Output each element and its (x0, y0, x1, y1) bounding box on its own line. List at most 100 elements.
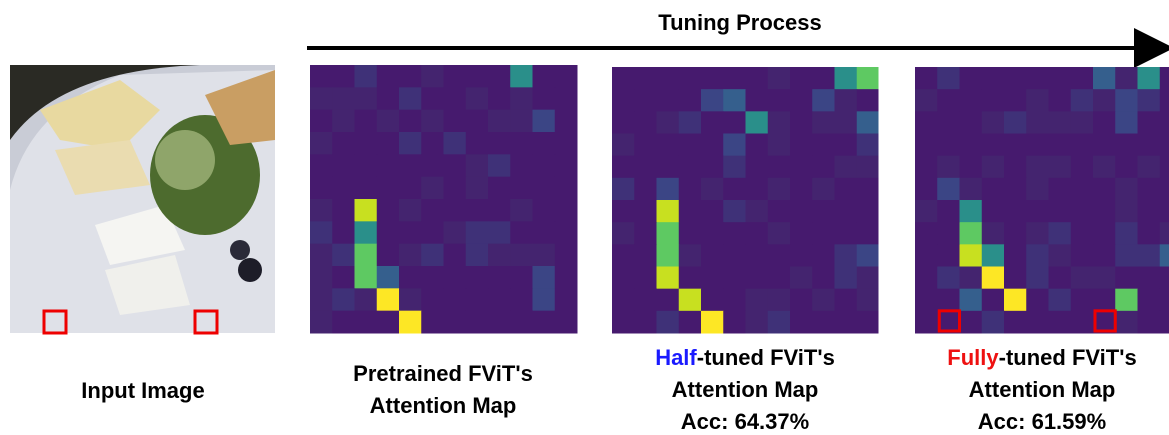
heat-cell (488, 177, 511, 200)
heat-cell (835, 67, 858, 90)
heat-cell (960, 111, 983, 134)
heat-cell (488, 110, 511, 133)
heat-cell (1049, 222, 1072, 245)
heat-cell (444, 132, 467, 155)
heat-cell (937, 67, 960, 90)
heat-cell (723, 222, 746, 245)
heat-cell (555, 154, 578, 177)
heat-cell (768, 156, 791, 179)
caption-text: -tuned FViT's (697, 345, 835, 370)
heat-cell (857, 178, 879, 201)
heat-cell (488, 266, 511, 289)
heat-cell (1004, 156, 1027, 179)
heat-cell (679, 200, 702, 223)
heat-cell (790, 156, 813, 179)
heat-cell (1071, 156, 1094, 179)
heat-cell (1004, 178, 1027, 201)
heat-cell (768, 111, 791, 134)
heat-cell (812, 178, 835, 201)
heat-cell (812, 156, 835, 179)
heat-cell (399, 199, 422, 222)
heat-cell (1160, 244, 1169, 267)
heat-cell (1160, 178, 1169, 201)
heat-cell (444, 177, 467, 200)
heat-cell (510, 65, 533, 88)
heat-cell (332, 288, 355, 311)
heat-cell (1093, 244, 1116, 267)
heat-cell (1071, 178, 1094, 201)
heat-cell (634, 89, 657, 112)
heat-cell (701, 222, 724, 245)
heat-cell (701, 67, 724, 90)
heat-cell (510, 311, 533, 334)
heat-cell (835, 111, 858, 134)
heat-cell (510, 87, 533, 110)
heat-cell (444, 288, 467, 311)
heat-cell (1115, 200, 1138, 223)
heat-cell (421, 110, 444, 133)
heat-cell (634, 311, 657, 334)
heat-cell (466, 87, 489, 110)
heat-cell (1115, 89, 1138, 112)
heat-cell (555, 65, 578, 88)
heat-cell (960, 222, 983, 245)
heat-cell (1004, 134, 1027, 157)
heat-cell (612, 222, 635, 245)
heat-cell (701, 111, 724, 134)
heat-cell (679, 178, 702, 201)
heat-cell (937, 111, 960, 134)
heat-cell (1004, 67, 1027, 90)
heat-cell (915, 67, 938, 90)
heat-cell (355, 221, 378, 244)
heat-cell (612, 156, 635, 179)
heat-cell (790, 244, 813, 267)
heat-cell (857, 289, 879, 312)
heat-cell (612, 178, 635, 201)
heat-cell (679, 111, 702, 134)
heat-cell (960, 267, 983, 290)
heat-cell (768, 89, 791, 112)
heat-cell (399, 154, 422, 177)
heat-cell (634, 289, 657, 312)
heat-cell (444, 110, 467, 133)
heat-cell (1115, 134, 1138, 157)
heat-cell (857, 67, 879, 90)
figure: Tuning Process Input Image Pretrained FV… (0, 0, 1169, 435)
heat-cell (612, 267, 635, 290)
heat-cell (746, 134, 769, 157)
heat-cell (555, 266, 578, 289)
heat-cell (466, 311, 489, 334)
heat-cell (355, 244, 378, 267)
heat-cell (1138, 289, 1161, 312)
heat-cell (657, 311, 680, 334)
heat-cell (857, 222, 879, 245)
heat-cell (1071, 289, 1094, 312)
heat-cell (1093, 156, 1116, 179)
heat-cell (1004, 200, 1027, 223)
heat-cell (982, 200, 1005, 223)
heat-cell (1004, 244, 1027, 267)
heat-cell (982, 89, 1005, 112)
heat-cell (488, 288, 511, 311)
heat-cell (790, 178, 813, 201)
heat-cell (1093, 178, 1116, 201)
caption-text: -tuned FViT's (999, 345, 1137, 370)
heat-cell (768, 134, 791, 157)
heat-cell (444, 311, 467, 334)
heat-cell (1004, 89, 1027, 112)
heat-cell (1138, 311, 1161, 334)
heat-cell (488, 199, 511, 222)
heat-cell (915, 111, 938, 134)
heat-cell (1093, 67, 1116, 90)
heat-cell (937, 267, 960, 290)
heat-cell (960, 244, 983, 267)
heat-cell (634, 111, 657, 134)
heat-cell (723, 156, 746, 179)
heat-cell (790, 200, 813, 223)
heat-cell (488, 221, 511, 244)
heat-cell (1049, 111, 1072, 134)
heat-cell (533, 311, 556, 334)
heat-cell (1071, 134, 1094, 157)
heat-cell (555, 177, 578, 200)
heat-cell (657, 244, 680, 267)
